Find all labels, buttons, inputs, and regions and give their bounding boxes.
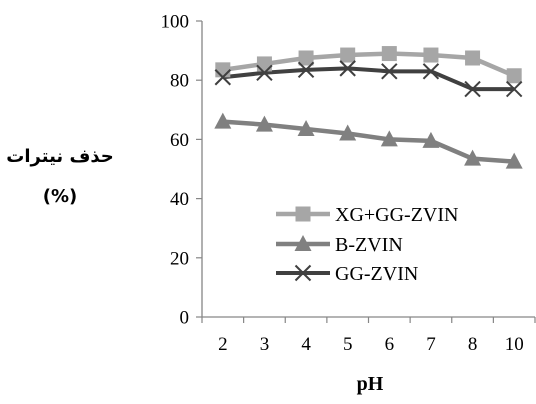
data-point-series-2 bbox=[380, 130, 398, 147]
x-tick-label: 2 bbox=[218, 334, 228, 355]
data-point-series-1 bbox=[381, 46, 397, 62]
legend: XG+GG-ZVIN B-ZVIN GG-ZVIN bbox=[276, 204, 458, 285]
data-point-series-2 bbox=[422, 131, 440, 148]
data-point-series-3 bbox=[381, 63, 398, 80]
data-point-series-1 bbox=[256, 56, 272, 72]
x-tick-label: 4 bbox=[301, 334, 311, 355]
data-point-series-3 bbox=[256, 64, 273, 82]
x-tick-label: 5 bbox=[343, 334, 353, 355]
data-point-series-3 bbox=[214, 69, 232, 86]
tick-labels: 0 20 40 60 80 100 2 3 4 5 6 7 8 10 bbox=[161, 12, 524, 356]
data-point-series-3 bbox=[339, 60, 356, 77]
x-tick-label: 3 bbox=[260, 334, 270, 355]
data-point-series-3 bbox=[464, 80, 481, 98]
y-tick-label: 100 bbox=[161, 12, 190, 33]
y-tick-label: 80 bbox=[170, 71, 189, 92]
legend-swatch-marker bbox=[294, 264, 312, 282]
data-point-series-1 bbox=[298, 50, 314, 66]
data-point-series-3 bbox=[422, 63, 440, 80]
legend-swatch-marker bbox=[294, 235, 312, 251]
legend-entry-1: XG+GG-ZVIN bbox=[276, 204, 458, 226]
x-tick-label: 8 bbox=[468, 334, 478, 355]
x-axis-title: pH bbox=[357, 373, 384, 395]
x-tick-label: 7 bbox=[426, 334, 436, 355]
y-tick-label: 20 bbox=[170, 248, 189, 269]
legend-entry-2: B-ZVIN bbox=[276, 234, 403, 256]
data-point-series-2 bbox=[339, 124, 357, 141]
axes bbox=[196, 20, 536, 323]
data-point-series-3 bbox=[297, 61, 315, 79]
legend-label: B-ZVIN bbox=[335, 234, 403, 256]
x-tick-label: 10 bbox=[505, 334, 524, 355]
legend-swatch-marker bbox=[295, 206, 311, 222]
legend-entry-3: GG-ZVIN bbox=[276, 263, 418, 285]
series-line-2 bbox=[222, 119, 515, 164]
data-point-series-2 bbox=[464, 149, 482, 166]
data-point-series-3 bbox=[505, 80, 523, 98]
y-tick-label: 60 bbox=[170, 130, 189, 151]
data-point-series-1 bbox=[506, 68, 522, 84]
data-point-series-1 bbox=[340, 47, 356, 63]
legend-label: XG+GG-ZVIN bbox=[335, 204, 458, 226]
y-tick-label: 0 bbox=[180, 308, 190, 329]
data-point-series-1 bbox=[465, 50, 481, 66]
data-point-series-2 bbox=[297, 120, 315, 137]
data-point-series-1 bbox=[215, 62, 231, 78]
data-point-series-2 bbox=[505, 152, 523, 169]
y-tick-label: 40 bbox=[170, 189, 189, 210]
x-tick-label: 6 bbox=[385, 334, 395, 355]
series-markers bbox=[214, 46, 523, 169]
data-point-series-2 bbox=[255, 115, 273, 132]
data-point-series-1 bbox=[423, 47, 439, 63]
series-line-3 bbox=[222, 66, 515, 92]
data-point-series-2 bbox=[214, 112, 232, 129]
y-axis-title-line1: حذف نیترات bbox=[6, 146, 113, 167]
y-axis-title-line2: (%) bbox=[43, 186, 78, 207]
legend-label: GG-ZVIN bbox=[335, 263, 418, 285]
